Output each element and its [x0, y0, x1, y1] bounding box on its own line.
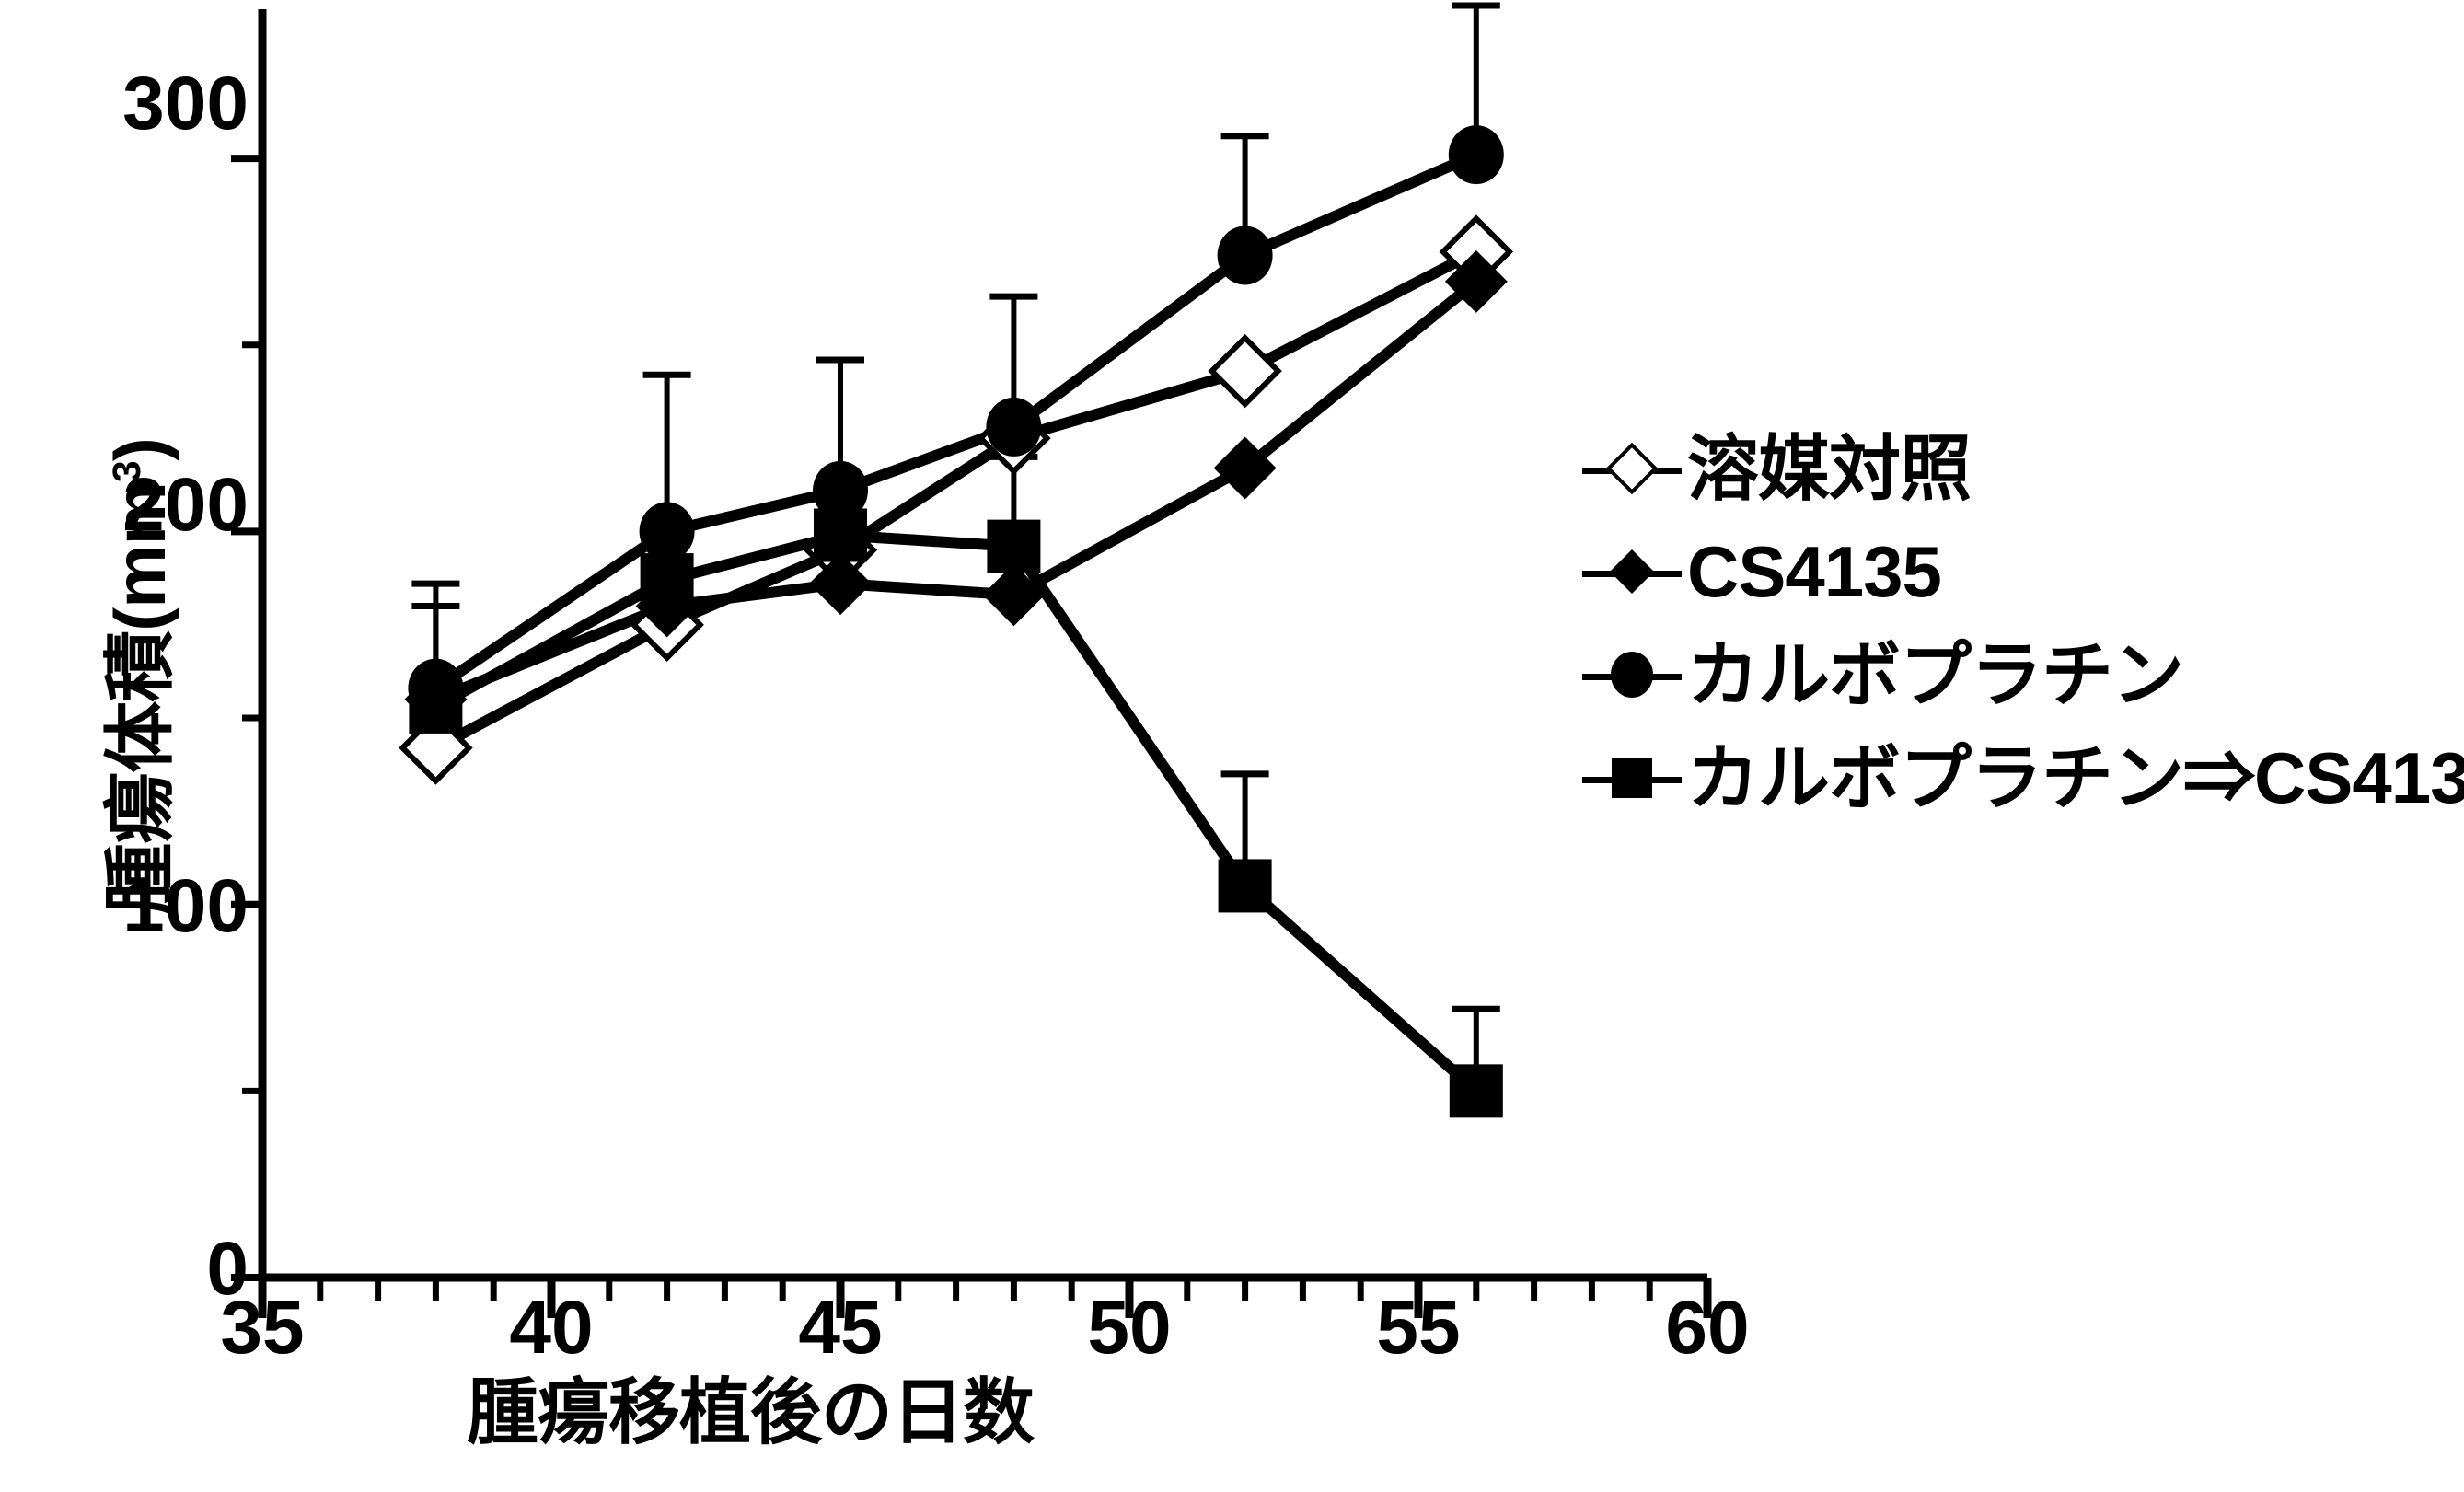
data-point-2-day42: [640, 502, 695, 561]
legend-label-carboplatin: カルボプラチン: [1687, 639, 2183, 711]
data-point-2-day45: [813, 461, 868, 520]
data-point-3-day56: [1450, 1064, 1503, 1117]
series-line-3: [435, 535, 1475, 1091]
legend-key-filled-square-icon: [1579, 742, 1685, 814]
chart-figure: 腫瘍体積(mm3) 腫瘍移植後の日数 300 200 100 0 35 40 4…: [0, 0, 2464, 1492]
legend-label-cs4135: CS4135: [1687, 536, 1941, 607]
x-tick-label-55: 55: [1336, 1290, 1501, 1366]
x-tick-label-60: 60: [1625, 1290, 1790, 1366]
data-point-2-day52: [1218, 226, 1273, 284]
data-point-2-day56: [1449, 125, 1504, 184]
series-line-1: [435, 282, 1475, 700]
data-point-3-day48: [987, 520, 1040, 573]
x-tick-label-45: 45: [758, 1290, 923, 1366]
x-tick-label-35: 35: [179, 1290, 345, 1366]
y-tick-label-300: 300: [37, 66, 249, 142]
legend-key-open-diamond-icon: [1579, 433, 1685, 504]
legend-key-filled-diamond-icon: [1579, 536, 1685, 607]
data-point-2-day38: [408, 659, 463, 718]
data-point-0-day52: [1212, 338, 1278, 404]
legend-item-carboplatin-then-cs4135[interactable]: カルボプラチン⇒CS4135: [1579, 742, 2464, 814]
legend-item-vehicle-control[interactable]: 溶媒対照: [1579, 433, 2464, 504]
data-point-3-day42: [641, 553, 694, 607]
y-tick-label-100: 100: [37, 869, 249, 944]
legend-item-cs4135[interactable]: CS4135: [1579, 536, 2464, 607]
y-tick-label-200: 200: [37, 468, 249, 543]
series-line-2: [435, 155, 1475, 688]
data-point-2-day48: [986, 398, 1041, 457]
legend: 溶媒対照 CS4135 カルボプラチン カルボプラチン⇒CS4135: [1579, 433, 2464, 814]
legend-key-filled-circle-icon: [1579, 639, 1685, 711]
series-line-0: [435, 251, 1475, 747]
legend-label-vehicle-control: 溶媒対照: [1687, 433, 1971, 504]
x-tick-label-40: 40: [469, 1290, 634, 1366]
legend-label-carboplatin-then-cs4135: カルボプラチン⇒CS4135: [1687, 742, 2464, 814]
x-tick-label-50: 50: [1047, 1290, 1212, 1366]
data-point-3-day52: [1219, 859, 1272, 912]
x-axis-title: 腫瘍移植後の日数: [262, 1376, 1238, 1448]
legend-item-carboplatin[interactable]: カルボプラチン: [1579, 639, 2464, 711]
